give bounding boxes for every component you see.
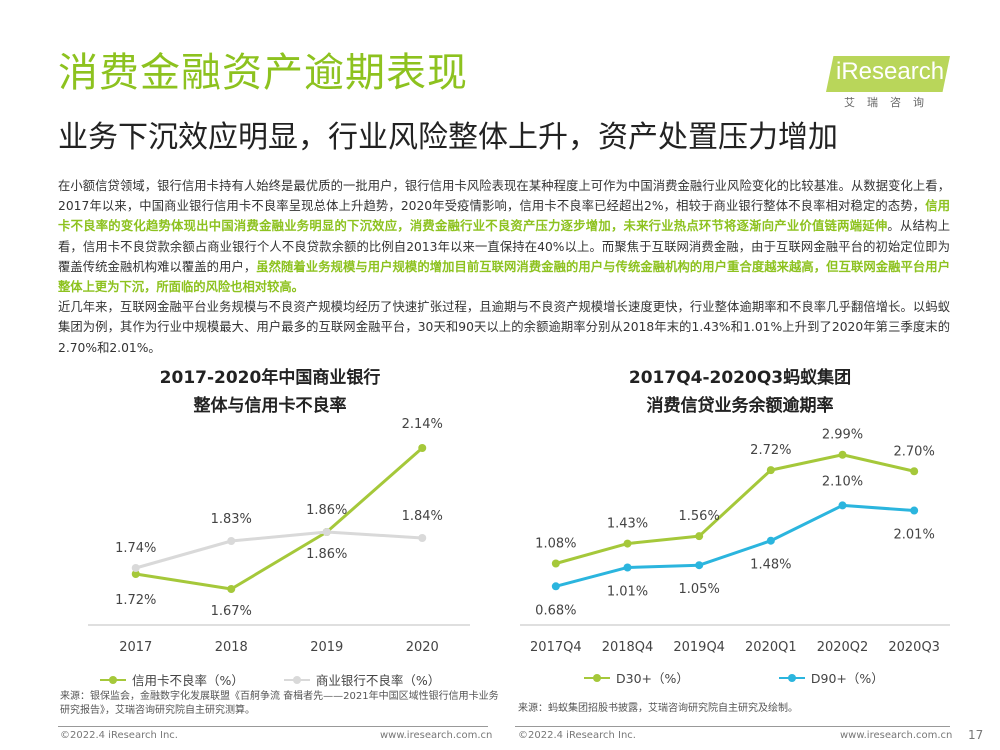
chart1-x-tick-0: 2017 <box>119 640 152 655</box>
logo-band <box>826 56 950 92</box>
chart2-x-tick-4: 2020Q2 <box>817 640 869 655</box>
chart2-series-0-point-5 <box>910 467 919 476</box>
page-subtitle: 业务下沉效应明显，行业风险整体上升，资产处置压力增加 <box>58 120 838 155</box>
chart1-series-0-label-3: 2.14% <box>402 417 443 432</box>
chart2-series-1-point-4 <box>838 501 847 510</box>
logo-text: iResearch <box>836 58 945 85</box>
footer-divider-left <box>58 726 488 727</box>
chart2-title-line2: 消费信贷业务余额逾期率 <box>646 396 834 416</box>
paragraph-1-part-b: 。从结构上看，信用卡不良贷款余额占商业银行个人不良贷款余额的比例自2013年以来… <box>58 219 950 274</box>
footer-url-right[interactable]: www.iresearch.com.cn <box>840 730 953 741</box>
legend-marker-bank <box>283 675 310 685</box>
chart1-source: 来源：银保监会，金融数字化发展联盟《百舸争流 奋楫者先——2021年中国区域性银… <box>60 691 499 716</box>
paragraph-2: 近几年来，互联网金融平台业务规模与不良资产规模均经历了快速扩张过程，且逾期与不良… <box>58 300 950 355</box>
chart1-series-1-point-2 <box>322 528 331 536</box>
chart2-series-0-label-5: 2.70% <box>894 444 935 459</box>
chart1-title: 2017-2020年中国商业银行 整体与信用卡不良率 <box>60 364 480 420</box>
chart2-title: 2017Q4-2020Q3蚂蚁集团 消费信贷业务余额逾期率 <box>520 364 960 420</box>
chart2-series-0-point-2 <box>695 532 704 541</box>
legend-marker-d30 <box>584 673 610 683</box>
chart2-series-0-label-2: 1.56% <box>679 509 720 524</box>
chart2-series-0-label-0: 1.08% <box>535 537 576 552</box>
body-text: 在小额信贷领域，银行信用卡持有人始终是最优质的一批用户，银行信用卡风险表现在某种… <box>58 176 950 358</box>
chart1-series-1-line <box>135 530 423 570</box>
legend-marker-credit-card <box>100 675 126 685</box>
chart2-series-1-line <box>555 503 915 588</box>
chart1-series-1-label-1: 1.83% <box>211 512 252 527</box>
chart1-series-1-point-0 <box>131 564 140 572</box>
chart2-series-0-line <box>555 453 915 565</box>
chart1-x-tick-1: 2018 <box>215 640 248 655</box>
chart2-series-1-label-4: 2.10% <box>822 474 863 489</box>
chart2-series-1-label-1: 1.01% <box>607 584 648 599</box>
chart2-x-tick-3: 2020Q1 <box>745 640 797 655</box>
chart2-series-0-point-3 <box>766 466 775 475</box>
chart2-series-0-point-0 <box>551 559 560 568</box>
chart2-legend: D30+（%） D90+（%） <box>584 668 884 687</box>
chart1-series-0-label-2: 1.86% <box>306 547 347 562</box>
chart2-series-0-point-1 <box>623 539 632 548</box>
chart2-series-1-label-3: 1.48% <box>750 558 791 573</box>
chart1-title-line1: 2017-2020年中国商业银行 <box>159 368 381 388</box>
legend-marker-d90 <box>778 673 805 683</box>
chart1-x-tick-2: 2019 <box>310 640 343 655</box>
chart2-series-1-label-5: 2.01% <box>894 528 935 543</box>
chart2-series-1-point-2 <box>695 561 704 570</box>
chart1-series-0-point-0 <box>131 570 140 578</box>
chart1-series-1-point-3 <box>418 534 427 542</box>
page-number: 17 <box>968 728 984 742</box>
chart1-series-1-label-2: 1.86% <box>306 503 347 518</box>
logo-subtext: 艾瑞咨询 <box>844 96 936 109</box>
chart1-series-0-point-3 <box>418 444 427 452</box>
chart2-x-tick-1: 2018Q4 <box>602 640 654 655</box>
footer-divider-right <box>515 726 950 727</box>
footer-url-left[interactable]: www.iresearch.com.cn <box>380 730 493 741</box>
chart1-x-tick-3: 2020 <box>406 640 439 655</box>
chart2-series-0-point-4 <box>838 450 847 459</box>
chart1-series-0-label-1: 1.67% <box>211 604 252 619</box>
legend-label-d90: D90+（%） <box>810 671 884 686</box>
chart1-series-0-line <box>135 446 424 591</box>
footer-copyright-left: ©2022.4 iResearch Inc. <box>60 730 178 741</box>
chart2-source: 来源：蚂蚁集团招股书披露，艾瑞咨询研究院自主研究及绘制。 <box>518 703 798 714</box>
chart1-series-1-label-0: 1.74% <box>115 541 156 556</box>
chart2-x-tick-0: 2017Q4 <box>530 640 582 655</box>
chart2-series-0-label-3: 2.72% <box>750 443 791 458</box>
chart2-series-0-label-1: 1.43% <box>607 517 648 532</box>
page-title: 消费金融资产逾期表现 <box>58 50 468 96</box>
chart2-series-1-label-0: 0.68% <box>535 603 576 618</box>
paragraph-1-part-a: 在小额信贷领域，银行信用卡持有人始终是最优质的一批用户，银行信用卡风险表现在某种… <box>58 179 950 214</box>
chart2-series-1-point-5 <box>910 506 919 515</box>
chart2-title-line1: 2017Q4-2020Q3蚂蚁集团 <box>628 368 852 388</box>
chart2-series-1-label-2: 1.05% <box>679 582 720 597</box>
chart1-series-1-point-1 <box>227 537 236 545</box>
paragraph-1: 在小额信贷领域，银行信用卡持有人始终是最优质的一批用户，银行信用卡风险表现在某种… <box>58 176 950 297</box>
chart2-series-1-point-1 <box>623 563 632 572</box>
chart2-series-1-point-0 <box>551 582 560 591</box>
legend-label-credit-card: 信用卡不良率（%） <box>132 673 244 688</box>
footer-copyright-right: ©2022.4 iResearch Inc. <box>518 730 636 741</box>
chart1-series-1-label-3: 1.84% <box>402 509 443 524</box>
legend-label-d30: D30+（%） <box>616 671 689 686</box>
chart1-title-line2: 整体与信用卡不良率 <box>193 396 347 416</box>
chart1-legend: 信用卡不良率（%） 商业银行不良率（%） <box>100 670 440 689</box>
chart2-series-0-label-4: 2.99% <box>822 428 863 443</box>
chart2-x-tick-2: 2019Q4 <box>673 640 725 655</box>
highlight-1: 信用卡不良率的变化趋势体现出中国消费金融业务明显的下沉效应，消费金融行业不良资产… <box>58 199 950 234</box>
chart2-series-1-point-3 <box>766 536 775 545</box>
chart1-series-0-label-0: 1.72% <box>115 593 156 608</box>
highlight-2: 虽然随着业务规模与用户规模的增加目前互联网消费金融的用户与传统金融机构的用户重合… <box>58 259 950 295</box>
chart1-series-0-point-1 <box>227 585 236 593</box>
iresearch-logo: iResearch 艾瑞咨询 <box>826 56 950 112</box>
chart2-x-tick-5: 2020Q3 <box>888 640 940 655</box>
legend-label-bank: 商业银行不良率（%） <box>315 673 441 688</box>
